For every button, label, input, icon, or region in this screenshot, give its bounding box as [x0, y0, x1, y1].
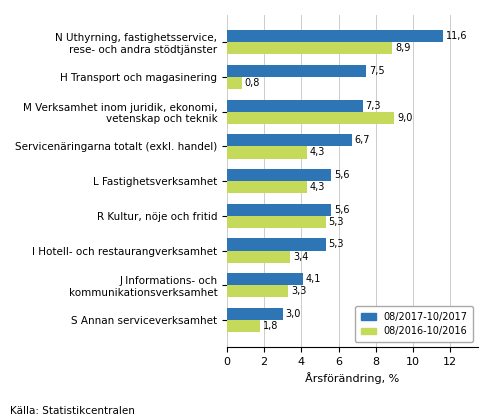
- Bar: [227, 204, 331, 216]
- Text: 7,5: 7,5: [369, 66, 385, 76]
- Bar: [227, 320, 260, 332]
- Text: 3,4: 3,4: [293, 252, 308, 262]
- Bar: [227, 308, 283, 320]
- Text: 6,7: 6,7: [354, 135, 370, 145]
- Text: 4,1: 4,1: [306, 274, 321, 284]
- Bar: [227, 42, 392, 54]
- Bar: [227, 216, 325, 228]
- Text: 3,3: 3,3: [291, 286, 307, 296]
- Text: 4,3: 4,3: [310, 182, 325, 192]
- Bar: [227, 99, 363, 111]
- Bar: [227, 111, 394, 124]
- Bar: [227, 77, 242, 89]
- Text: 5,6: 5,6: [334, 170, 350, 180]
- Bar: [227, 65, 366, 77]
- Bar: [227, 238, 325, 250]
- Bar: [227, 30, 443, 42]
- Bar: [227, 250, 290, 262]
- Text: 0,8: 0,8: [245, 78, 260, 88]
- Text: 4,3: 4,3: [310, 147, 325, 157]
- Bar: [227, 169, 331, 181]
- Text: 8,9: 8,9: [395, 43, 411, 53]
- Text: 5,6: 5,6: [334, 205, 350, 215]
- Bar: [227, 181, 307, 193]
- Text: 3,0: 3,0: [285, 309, 301, 319]
- Text: 1,8: 1,8: [263, 321, 279, 331]
- Text: 9,0: 9,0: [397, 113, 413, 123]
- Text: 5,3: 5,3: [328, 240, 344, 250]
- Bar: [227, 273, 303, 285]
- Text: 7,3: 7,3: [365, 101, 381, 111]
- Text: Källa: Statistikcentralen: Källa: Statistikcentralen: [10, 406, 135, 416]
- Bar: [227, 134, 352, 146]
- X-axis label: Årsförändring, %: Årsförändring, %: [305, 372, 400, 384]
- Legend: 08/2017-10/2017, 08/2016-10/2016: 08/2017-10/2017, 08/2016-10/2016: [355, 306, 473, 342]
- Bar: [227, 146, 307, 158]
- Bar: [227, 285, 288, 297]
- Text: 11,6: 11,6: [446, 31, 467, 41]
- Text: 5,3: 5,3: [328, 217, 344, 227]
